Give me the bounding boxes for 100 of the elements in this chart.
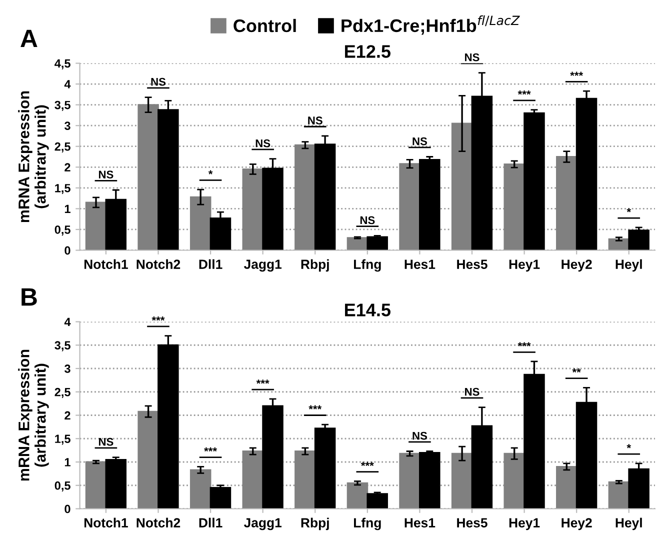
bar <box>451 452 473 509</box>
y-tick-label: 4 <box>64 318 71 326</box>
x-tick-label: Hey1 <box>509 518 540 530</box>
bar <box>399 163 420 250</box>
x-tick-label: Dll1 <box>199 518 222 528</box>
x-tick-label: Hes1 <box>404 260 436 269</box>
y-tick-label: 1 <box>64 204 70 213</box>
y-tick-label: 1,5 <box>55 184 70 194</box>
bar <box>556 466 578 509</box>
annotation: *** <box>308 405 322 410</box>
bar <box>85 202 107 250</box>
bar <box>210 487 232 509</box>
legend-label: Control <box>234 18 296 32</box>
x-tick-label: Notch2 <box>136 518 180 528</box>
bar <box>451 122 473 250</box>
bar <box>419 158 440 250</box>
y-tick-label: 3 <box>64 122 70 130</box>
y-tick-label: 0,5 <box>54 481 70 492</box>
x-tick-label: Notch2 <box>136 259 180 269</box>
x-tick-label: Lfng <box>354 259 381 272</box>
annotation: NS <box>98 170 114 178</box>
bar <box>105 458 127 509</box>
y-tick-label: 1 <box>64 458 70 466</box>
annotation: *** <box>518 342 531 346</box>
x-tick-label: Jagg1 <box>244 260 282 272</box>
bar <box>294 144 316 250</box>
y-tick-label: 0 <box>64 504 70 514</box>
annotation: *** <box>256 380 270 384</box>
bar <box>608 481 630 509</box>
chart-title: E12.5 <box>345 45 391 58</box>
annotation: *** <box>570 72 584 76</box>
bar <box>294 450 316 509</box>
bar <box>628 230 650 250</box>
y-tick-label: 4 <box>64 80 71 88</box>
y-axis-title: mRNA Expression (arbitrary unit) <box>18 350 49 481</box>
annotation: *** <box>360 462 374 466</box>
y-tick-label: 4,5 <box>54 59 70 70</box>
annotation: *** <box>204 447 218 452</box>
text: *** <box>152 316 165 321</box>
bar <box>190 196 212 250</box>
y-tick-label: 3,5 <box>54 341 70 352</box>
x-tick-label: Hey2 <box>562 518 592 530</box>
y-tick-label: 2,5 <box>54 388 70 398</box>
annotation: NS <box>308 116 322 124</box>
y-tick-label: 3,5 <box>54 100 70 111</box>
chart-title: E14.5 <box>345 304 391 316</box>
y-tick-label: 1,5 <box>55 434 70 445</box>
y-tick-label: 0,5 <box>54 226 70 236</box>
bar <box>242 450 264 509</box>
annotation: * <box>626 444 632 448</box>
bar <box>556 156 578 250</box>
x-tick-label: Hey2 <box>562 260 592 272</box>
bar <box>366 236 388 250</box>
annotation: NS <box>412 432 427 440</box>
annotation: NS <box>360 216 375 224</box>
x-tick-label: Heyl <box>616 518 642 530</box>
bar <box>628 468 650 509</box>
x-tick-label: Lfng <box>354 518 381 530</box>
x-tick-label: Hes1 <box>404 518 436 528</box>
bar <box>85 461 107 509</box>
annotation: NS <box>412 137 427 146</box>
bar <box>524 112 545 250</box>
text: B <box>22 288 37 306</box>
bar <box>419 452 440 509</box>
x-tick-label: Hey1 <box>509 260 540 272</box>
x-tick-label: Jagg1 <box>244 518 282 530</box>
bar <box>242 168 264 250</box>
annotation: NS <box>256 139 270 148</box>
annotation: NS <box>465 388 480 396</box>
y-axis-title: mRNA Expression (arbitrary unit) <box>18 91 49 222</box>
annotation: * <box>208 170 213 174</box>
y-tick-label: 3 <box>64 364 70 373</box>
bar <box>138 104 159 250</box>
bar <box>504 452 525 509</box>
annotation: ** <box>572 368 581 372</box>
annotation: NS <box>151 78 166 86</box>
x-tick-label: Notch1 <box>84 259 128 269</box>
bar <box>190 469 212 509</box>
x-tick-label: Hes5 <box>457 518 488 528</box>
x-tick-label: Dll1 <box>199 259 222 269</box>
y-tick-label: 2 <box>64 411 70 420</box>
legend-label: Pdx1-Cre;Hnf1b$^{fl/LacZ}$ <box>342 15 520 35</box>
y-tick-label: 0 <box>64 246 70 255</box>
x-tick-label: Rbpj <box>301 518 329 530</box>
text: NS <box>465 53 480 62</box>
annotation: * <box>626 208 632 212</box>
bar <box>346 482 368 509</box>
y-tick-label: 2,5 <box>54 142 70 152</box>
annotation: *** <box>518 90 531 95</box>
x-tick-label: Hes5 <box>457 260 488 269</box>
text: A <box>20 30 38 48</box>
bar <box>366 493 388 509</box>
x-tick-label: Heyl <box>616 259 642 272</box>
x-tick-label: Notch1 <box>84 518 128 528</box>
bar <box>399 452 420 509</box>
y-tick-label: 2 <box>64 163 70 172</box>
annotation: NS <box>98 438 114 446</box>
bar <box>138 410 159 509</box>
x-tick-label: Rbpj <box>301 259 329 272</box>
bar <box>314 428 336 509</box>
